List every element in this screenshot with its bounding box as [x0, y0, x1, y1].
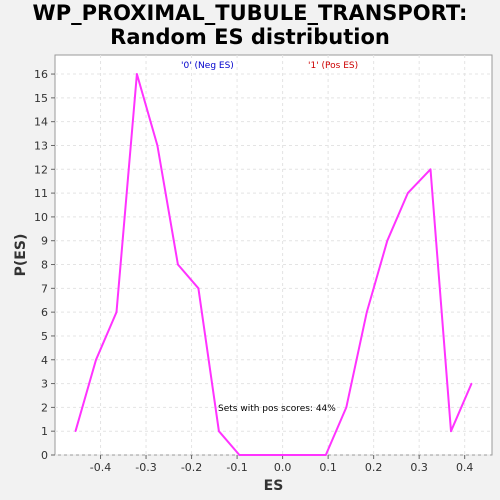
- data-point: [325, 454, 327, 456]
- data-point: [156, 144, 159, 147]
- y-tick-label: 11: [34, 187, 48, 200]
- x-tick-label: 0.4: [456, 461, 474, 474]
- y-tick-label: 13: [34, 139, 48, 152]
- data-point: [238, 454, 241, 456]
- y-tick-label: 4: [41, 354, 48, 367]
- x-tick-label: 0.3: [410, 461, 428, 474]
- data-point: [470, 382, 473, 385]
- y-tick-label: 7: [41, 282, 48, 295]
- chart-title-line-2: Random ES distribution: [110, 25, 390, 49]
- data-point: [136, 73, 138, 75]
- annotation-pos-scores: Sets with pos scores: 44%: [218, 404, 336, 414]
- data-point: [177, 263, 179, 266]
- x-tick-label: 0.0: [274, 461, 292, 474]
- data-point: [279, 454, 282, 456]
- y-tick-label: 0: [41, 449, 48, 462]
- data-point: [300, 454, 302, 456]
- data-point: [95, 359, 97, 361]
- data-point: [345, 406, 348, 409]
- data-point: [429, 168, 432, 171]
- legend-pos-es: '1' (Pos ES): [308, 61, 358, 71]
- x-tick-label: -0.3: [135, 461, 156, 474]
- data-point: [407, 192, 409, 194]
- y-tick-label: 1: [41, 425, 48, 438]
- y-tick-label: 14: [34, 116, 48, 129]
- data-point: [197, 287, 200, 290]
- y-tick-label: 9: [41, 235, 48, 248]
- series-group: [74, 73, 473, 456]
- x-tick-label: 0.1: [319, 461, 337, 474]
- x-axis-label: ES: [264, 478, 284, 494]
- y-tick-label: 10: [34, 211, 48, 224]
- data-point: [450, 430, 452, 433]
- y-tick-label: 6: [41, 306, 48, 319]
- data-point: [115, 311, 118, 313]
- x-tick-label: -0.2: [181, 461, 202, 474]
- y-tick-label: 2: [41, 401, 48, 414]
- x-tick-label: -0.4: [90, 461, 111, 474]
- data-point: [386, 239, 389, 242]
- data-point: [74, 430, 77, 433]
- chart-title-line-1: WP_PROXIMAL_TUBULE_TRANSPORT:: [32, 1, 468, 25]
- y-tick-label: 5: [41, 330, 48, 343]
- y-tick-label: 15: [34, 92, 48, 105]
- es-distribution-line: [74, 73, 473, 456]
- y-axis-label: P(ES): [13, 234, 29, 277]
- data-point: [259, 454, 261, 456]
- x-axis: -0.4 -0.3 -0.2 -0.1 0.0 0.1 0.2 0.3 0.4: [90, 455, 474, 474]
- data-point: [366, 311, 368, 313]
- data-point: [218, 430, 220, 433]
- y-tick-label: 12: [34, 163, 48, 176]
- x-tick-label: 0.2: [365, 461, 383, 474]
- legend-neg-es: '0' (Neg ES): [181, 61, 234, 71]
- grid-lines: [55, 55, 492, 456]
- x-tick-label: -0.1: [226, 461, 247, 474]
- y-tick-label: 3: [41, 378, 48, 391]
- y-tick-label: 8: [41, 259, 48, 272]
- y-tick-label: 16: [34, 68, 48, 81]
